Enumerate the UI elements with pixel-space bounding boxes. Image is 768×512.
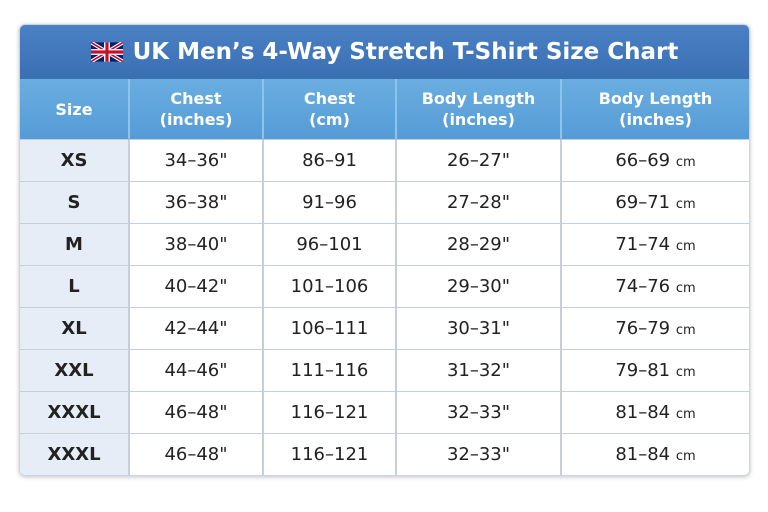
table-row: M 38–40" 96–101 28–29" 71–74 cm <box>20 223 749 266</box>
cell: 81–84 cm <box>561 433 749 475</box>
cell-range: 79–81 <box>615 360 671 381</box>
cell-unit: cm <box>675 449 696 464</box>
size-cell: S <box>20 181 130 224</box>
cell: 96–101 <box>263 223 397 266</box>
cell: 36–38" <box>129 181 264 224</box>
size-cell: XL <box>20 307 130 350</box>
table: Size Chest (inches) Chest (cm) Body Length (in… <box>20 79 749 475</box>
header-line: Chest <box>303 89 356 108</box>
cell: 76–79 cm <box>561 307 749 350</box>
cell: 30–31" <box>396 307 562 350</box>
cell-range: 69–71 <box>615 192 671 213</box>
cell: 32–33" <box>396 433 562 475</box>
cell-range: 74–76 <box>615 276 671 297</box>
cell: 42–44" <box>129 307 264 350</box>
cell: 116–121 <box>263 391 397 434</box>
cell: 46–48" <box>129 391 264 434</box>
cell-range: 81–84 <box>615 444 671 465</box>
header-line: (inches) <box>159 110 233 129</box>
header-line: Body Length <box>598 89 713 108</box>
cell-unit: cm <box>675 323 696 338</box>
column-header: Chest (cm) <box>263 79 397 140</box>
cell-unit: cm <box>675 155 696 170</box>
cell: 46–48" <box>129 433 264 475</box>
table-row: XL 42–44" 106–111 30–31" 76–79 cm <box>20 307 749 350</box>
cell: 111–116 <box>263 349 397 392</box>
cell: 44–46" <box>129 349 264 392</box>
cell: 38–40" <box>129 223 264 266</box>
size-cell: XXL <box>20 349 130 392</box>
cell: 106–111 <box>263 307 397 350</box>
cell-unit: cm <box>675 407 696 422</box>
size-cell: L <box>20 265 130 308</box>
size-cell: M <box>20 223 130 266</box>
title: UK Men’s 4-Way Stretch T-Shirt Size Char… <box>132 39 679 65</box>
uk-flag <box>90 42 123 62</box>
cell-unit: cm <box>675 281 696 296</box>
cell: 27–28" <box>396 181 562 224</box>
cell-range: 71–74 <box>615 234 671 255</box>
column-header: Chest (inches) <box>129 79 264 140</box>
cell: 81–84 cm <box>561 391 749 434</box>
header-line: (inches) <box>619 110 692 129</box>
table-row: S 36–38" 91–96 27–28" 69–71 cm <box>20 181 749 224</box>
cell-unit: cm <box>675 239 696 254</box>
cell: 26–27" <box>396 139 562 182</box>
cell-range: 81–84 <box>615 402 671 423</box>
size-cell: XXXL <box>20 391 130 434</box>
cell: 71–74 cm <box>561 223 749 266</box>
cell: 29–30" <box>396 265 562 308</box>
table-row: XXXL 46–48" 116–121 32–33" 81–84 cm <box>20 433 749 475</box>
cell: 69–71 cm <box>561 181 749 224</box>
table-row: XXL 44–46" 111–116 31–32" 79–81 cm <box>20 349 749 392</box>
title-bar: UK Men’s 4-Way Stretch T-Shirt Size Char… <box>20 25 749 79</box>
cell-unit: cm <box>675 197 696 212</box>
cell: 66–69 cm <box>561 139 749 182</box>
header-line: Chest <box>170 89 222 108</box>
column-header: Body Length (inches) <box>561 79 749 140</box>
cell-range: 76–79 <box>615 318 671 339</box>
table-row: L 40–42" 101–106 29–30" 74–76 cm <box>20 265 749 308</box>
header-line: Body Length <box>421 89 536 108</box>
cell-unit: cm <box>675 365 696 380</box>
cell-range: 66–69 <box>615 150 671 171</box>
cell: 91–96 <box>263 181 397 224</box>
cell: 79–81 cm <box>561 349 749 392</box>
header-row: Size Chest (inches) Chest (cm) Body Length (in… <box>20 79 749 140</box>
cell: 32–33" <box>396 391 562 434</box>
cell: 31–32" <box>396 349 562 392</box>
size-cell: XS <box>20 139 130 182</box>
cell: 28–29" <box>396 223 562 266</box>
cell: 116–121 <box>263 433 397 475</box>
column-header: Size <box>20 79 130 140</box>
cell: 74–76 cm <box>561 265 749 308</box>
header-line: Size <box>55 99 93 119</box>
table-row: XXXL 46–48" 116–121 32–33" 81–84 cm <box>20 391 749 434</box>
header-line: (inches) <box>442 110 515 129</box>
size-chart: UK Men’s 4-Way Stretch T-Shirt Size Char… <box>19 24 750 476</box>
table-body: XS 34–36" 86–91 26–27" 66–69 cm S 36–38" 91–96 2… <box>20 139 749 475</box>
cell: 34–36" <box>129 139 264 182</box>
cell: 40–42" <box>129 265 264 308</box>
size-cell: XXXL <box>20 433 130 475</box>
header-line: (cm) <box>309 110 350 129</box>
column-header: Body Length (inches) <box>396 79 562 140</box>
cell: 86–91 <box>263 139 397 182</box>
table-row: XS 34–36" 86–91 26–27" 66–69 cm <box>20 139 749 182</box>
cell: 101–106 <box>263 265 397 308</box>
